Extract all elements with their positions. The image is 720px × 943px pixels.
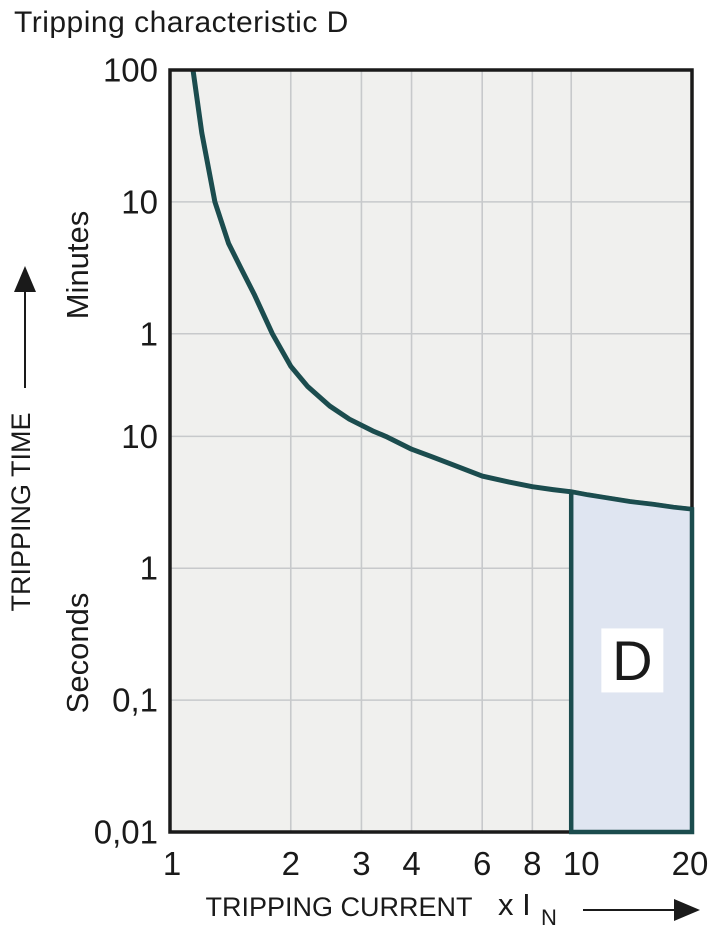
x-tick-label: 1 (163, 845, 181, 882)
y-tick-label: 1 (140, 315, 158, 352)
x-unit-subscript: N (541, 905, 557, 930)
x-tick-label: 10 (563, 845, 600, 882)
y-tick-label: 10 (121, 418, 158, 455)
region-label-box (601, 628, 664, 693)
y-tick-label: 100 (103, 52, 158, 89)
y-tick-label: 10 (121, 183, 158, 220)
x-tick-label: 20 (672, 845, 709, 882)
y-tick-label: 0,1 (112, 682, 158, 719)
y-unit-seconds: Seconds (60, 593, 95, 714)
y-axis-title: TRIPPING TIME (6, 412, 36, 611)
y-tick-label: 1 (140, 550, 158, 587)
x-unit-label: x I (498, 887, 531, 922)
y-tick-label: 0,01 (94, 814, 158, 851)
x-tick-label: 6 (473, 845, 491, 882)
chart-title: Tripping characteristic D (14, 6, 349, 39)
x-tick-label: 8 (523, 845, 541, 882)
x-tick-label: 4 (402, 845, 420, 882)
plot-border (168, 68, 694, 834)
x-axis-title: TRIPPING CURRENT (205, 892, 472, 922)
x-tick-label: 3 (352, 845, 370, 882)
y-unit-minutes: Minutes (60, 211, 95, 320)
x-axis-arrow-head (674, 899, 700, 921)
y-axis-arrow-head (14, 266, 36, 292)
x-tick-label: 2 (282, 845, 300, 882)
region-label: D (612, 629, 652, 692)
